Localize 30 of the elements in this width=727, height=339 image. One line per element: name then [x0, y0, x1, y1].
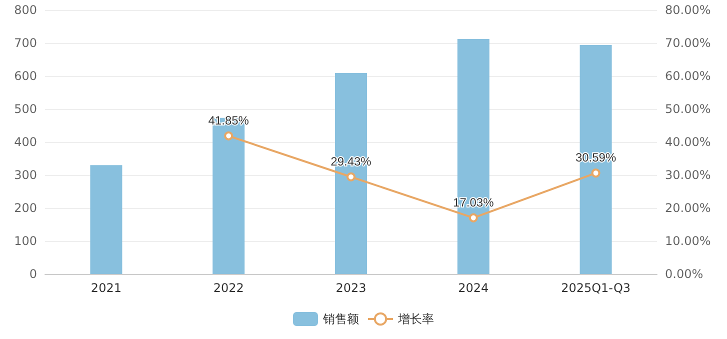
y2-tick-label: 10.00% [665, 234, 711, 248]
legend-label: 增长率 [397, 312, 434, 326]
point [346, 172, 356, 182]
y2-tick-label: 30.00% [665, 168, 711, 182]
y2-tick-label: 40.00% [665, 135, 711, 149]
y2-tick-label: 50.00% [665, 102, 711, 116]
point [468, 213, 478, 222]
y-tick-label: 800 [14, 3, 37, 17]
point [591, 168, 600, 178]
y2-tick-label: 60.00% [665, 69, 711, 83]
y2-tick-label: 80.00% [665, 3, 711, 17]
x-tick-label: 2025Q1-Q3 [561, 281, 631, 295]
y-tick-label: 700 [14, 36, 37, 50]
x-tick-label: 2024 [458, 281, 489, 295]
point [224, 131, 234, 140]
x-tick-label: 2021 [90, 281, 122, 295]
bar [90, 165, 122, 274]
x-tick-label: 2022 [213, 281, 244, 295]
y-tick-label: 400 [14, 135, 37, 149]
y2-tick-label: 0.00% [665, 267, 704, 281]
y-tick-label: 200 [14, 201, 37, 215]
y-tick-label: 500 [14, 102, 37, 116]
y-tick-label: 0 [29, 267, 37, 281]
y-tick-label: 100 [14, 234, 37, 248]
x-tick-label: 2023 [336, 281, 366, 295]
y2-tick-label: 20.00% [665, 201, 711, 215]
y2-tick-label: 70.00% [665, 36, 711, 50]
legend-label: 销售额 [322, 312, 359, 326]
y-tick-label: 600 [14, 69, 37, 83]
y-tick-label: 300 [14, 168, 37, 182]
